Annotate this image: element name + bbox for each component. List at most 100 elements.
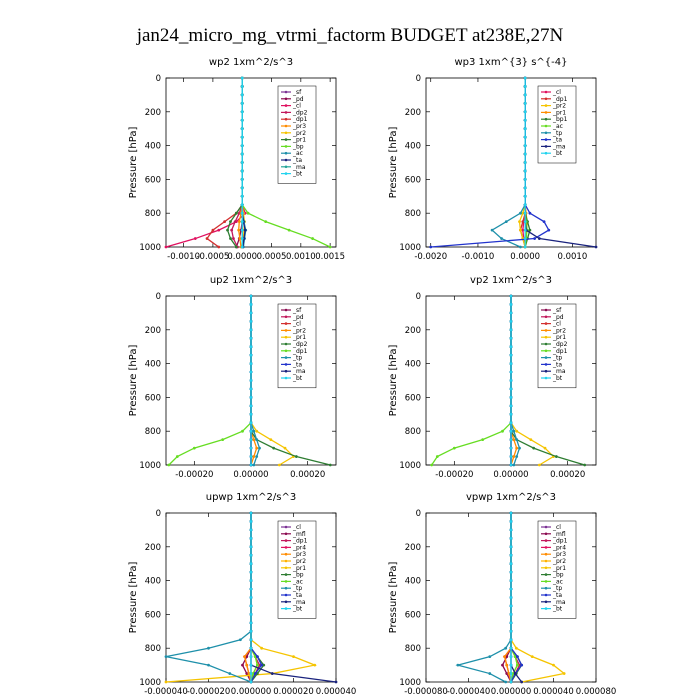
data-point [221, 438, 225, 442]
y-tick-label: 0 [156, 509, 161, 519]
data-point [501, 429, 504, 433]
data-point [509, 629, 513, 633]
data-point [509, 655, 513, 659]
data-point [311, 237, 314, 240]
y-tick-label: 800 [145, 209, 161, 219]
legend-marker [284, 552, 288, 556]
legend-label: _ta [292, 592, 302, 599]
y-tick-label: 200 [145, 543, 161, 553]
legend-marker [284, 308, 288, 312]
legend-marker [544, 124, 548, 128]
legend: _sf_pd_cl_pr2_pr1_dp2_dp1_tp_ta_ma_bt [537, 303, 577, 389]
legend-marker [544, 131, 548, 135]
y-tick-label: 400 [405, 577, 421, 587]
data-point [240, 118, 244, 122]
legend-label: _dp2 [292, 341, 308, 348]
y-tick-label: 1000 [139, 243, 161, 253]
legend-label: _dp2 [552, 341, 568, 348]
x-tick-label: 0.0005 [257, 252, 287, 262]
data-point [249, 463, 253, 467]
legend-marker [544, 539, 548, 542]
x-tick-label: 0.0000 [510, 252, 540, 262]
x-tick-label: -0.0010 [167, 252, 200, 262]
chart-panel-5: upwp 1xm^2/s^3 Pressure [hPa] 0 200 400 600 80… [128, 492, 356, 697]
y-axis-label: Pressure [hPa] [388, 345, 399, 417]
data-point [237, 220, 241, 224]
data-point [509, 379, 513, 382]
y-tick-label: 200 [145, 326, 161, 336]
data-point [270, 672, 274, 675]
data-point [328, 245, 332, 249]
data-point [509, 370, 513, 374]
data-point [500, 237, 503, 240]
legend-label: _pr2 [292, 327, 306, 334]
chart-panel-4: vp2 1xm^2/s^3 Pressure [hPa] 0 200 400 600 800… [388, 275, 597, 480]
data-point [518, 446, 521, 450]
data-point [240, 127, 244, 131]
legend-label: _ma [292, 599, 306, 606]
y-tick-label: 600 [405, 610, 421, 620]
legend-label: _sf [552, 307, 562, 314]
legend-label: _dp1 [292, 538, 308, 545]
data-point [238, 638, 242, 642]
plot-frame [425, 77, 597, 248]
data-point [192, 446, 196, 450]
data-point [255, 446, 259, 450]
data-point [240, 237, 244, 240]
data-point [513, 672, 517, 675]
legend-marker [544, 104, 548, 107]
data-point [249, 396, 253, 399]
y-tick-label: 400 [405, 360, 421, 370]
data-point [249, 629, 253, 633]
data-point [509, 536, 513, 540]
x-tick-label: 0.000040 [316, 687, 357, 697]
x-tick-label: 0.00000 [493, 470, 528, 480]
data-point [509, 528, 513, 532]
panel-title: upwp 1xm^2/s^3 [206, 492, 296, 503]
data-point [537, 463, 541, 467]
data-point [519, 245, 522, 249]
data-point [452, 446, 456, 450]
data-point [249, 680, 253, 684]
data-point [164, 680, 168, 684]
legend: _sf_pd_cl_pr2_pr1_dp2_dp1_tp_ta_ma_bt [277, 303, 317, 389]
data-point [249, 311, 253, 315]
y-tick-label: 200 [405, 543, 421, 553]
legend-marker [284, 525, 288, 529]
x-tick-label: -0.000040 [144, 687, 188, 697]
legend-marker [284, 111, 288, 114]
data-point [511, 672, 515, 675]
legend-marker [284, 335, 288, 339]
legend-marker [544, 322, 548, 325]
data-point [520, 680, 524, 684]
data-point [228, 672, 232, 675]
data-point [504, 680, 508, 684]
data-point [249, 536, 253, 540]
data-point [255, 672, 259, 675]
data-point [262, 663, 266, 667]
legend-label: _pr3 [552, 551, 566, 558]
y-tick-label: 1000 [139, 461, 161, 471]
data-point [509, 336, 513, 340]
legend-marker [284, 532, 288, 536]
data-point [260, 663, 264, 667]
legend-label: _bt [292, 606, 303, 613]
y-tick-label: 400 [145, 142, 161, 152]
legend-label: _pr1 [552, 565, 566, 572]
x-tick-label: -0.000080 [404, 687, 448, 697]
x-tick-label: 0.000080 [576, 687, 617, 697]
data-point [521, 220, 525, 224]
data-point [234, 211, 238, 215]
legend-marker [284, 600, 288, 604]
legend-label: _dp1 [292, 116, 308, 123]
data-point [509, 311, 513, 315]
legend-marker [544, 593, 548, 597]
legend-label: _tp [292, 585, 302, 592]
data-point [249, 353, 253, 357]
legend-marker [284, 151, 288, 155]
legend-marker [284, 90, 288, 94]
x-tick-label: 0.000000 [231, 687, 272, 697]
data-point [240, 93, 244, 97]
data-point [509, 604, 513, 608]
data-point [249, 429, 253, 433]
